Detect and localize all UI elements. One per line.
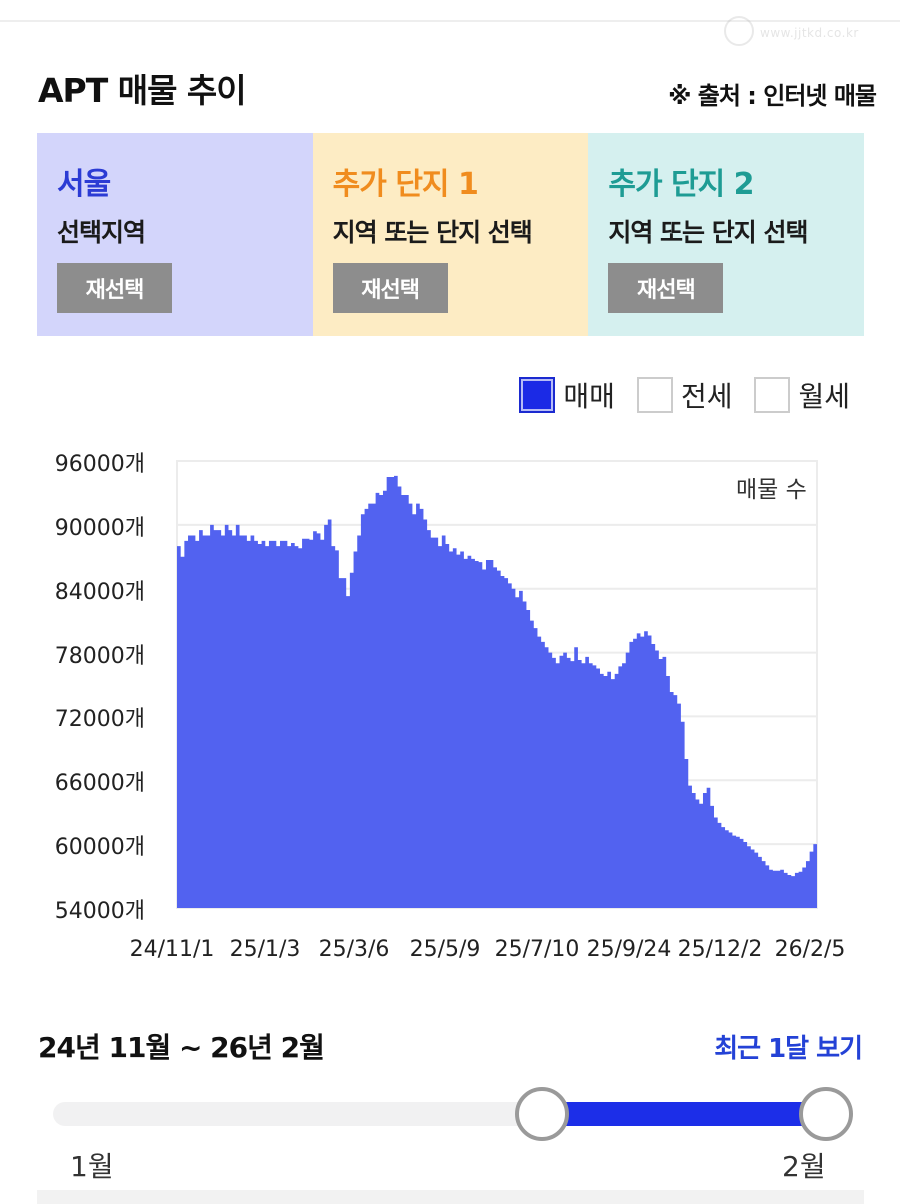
series-label: 매물 수 [736,477,807,503]
recent-month-link[interactable]: 최근 1달 보기 [714,1034,863,1064]
y-tick-label: 84000개 [54,579,145,605]
reselect-button[interactable]: 재선택 [608,263,724,313]
reselect-button[interactable]: 재선택 [332,263,448,313]
legend-item-sale[interactable]: 매매 [519,375,615,415]
page-title: APT 매물 추이 [38,71,247,110]
source-note: ※ 출처 : 인터넷 매물 [668,82,877,110]
x-tick-label: 25/3/6 [318,937,390,962]
checkbox-unchecked-icon[interactable] [754,377,791,413]
watermark-text: www.jjtkd.co.kr [760,26,859,40]
sale-listings-area [177,475,817,908]
y-tick-label: 54000개 [54,899,145,924]
card-title: 추가 단지 2 [608,167,754,202]
reselect-button[interactable]: 재선택 [57,263,172,313]
x-tick-label: 25/12/2 [677,937,763,962]
y-tick-label: 66000개 [54,771,145,797]
card-subtitle: 지역 또는 단지 선택 [608,218,808,247]
y-tick-label: 60000개 [54,835,145,861]
range-slider-selection [548,1102,830,1126]
range-slider-end-handle[interactable] [799,1087,853,1141]
card-title: 추가 단지 1 [332,167,479,202]
region-cards: 서울 선택지역 재선택 추가 단지 1 지역 또는 단지 선택 재선택 추가 단… [37,133,865,336]
slider-end-label: 2월 [782,1150,826,1183]
chart-legend: 매매 전세 월세 [507,375,850,415]
legend-label: 매매 [563,380,615,413]
legend-item-jeonse[interactable]: 전세 [636,375,733,415]
legend-label: 전세 [680,380,733,413]
checkbox-unchecked-icon[interactable] [636,377,673,413]
slider-start-label: 1월 [70,1150,114,1183]
card-title: 서울 [57,167,111,202]
region-card-extra-2[interactable]: 추가 단지 2 지역 또는 단지 선택 재선택 [588,133,865,336]
chart-plot-area [176,460,818,909]
legend-item-monthly-rent[interactable]: 월세 [754,375,850,415]
x-tick-label: 25/1/3 [229,937,301,962]
card-subtitle: 선택지역 [57,218,146,247]
x-tick-label: 25/5/9 [409,937,481,962]
y-tick-label: 72000개 [54,707,145,733]
card-subtitle: 지역 또는 단지 선택 [332,218,533,247]
watermark-logo-icon [724,16,754,46]
y-tick-label: 90000개 [54,515,145,541]
x-tick-label: 26/2/5 [774,937,846,962]
x-tick-label: 24/11/1 [129,937,215,962]
x-tick-label: 25/9/24 [586,937,672,962]
region-card-extra-1[interactable]: 추가 단지 1 지역 또는 단지 선택 재선택 [312,133,589,336]
x-tick-label: 25/7/10 [494,937,580,962]
bottom-panel [37,1190,864,1204]
checkbox-checked-icon[interactable] [519,377,556,413]
watermark: www.jjtkd.co.kr [720,14,890,50]
top-divider [0,20,900,22]
date-range-title: 24년 11월 ~ 26년 2월 [38,1031,325,1064]
y-tick-label: 78000개 [54,643,145,669]
legend-label: 월세 [798,380,850,413]
region-card-seoul[interactable]: 서울 선택지역 재선택 [37,133,313,336]
y-tick-label: 96000개 [54,452,145,477]
range-slider-start-handle[interactable] [515,1087,569,1141]
